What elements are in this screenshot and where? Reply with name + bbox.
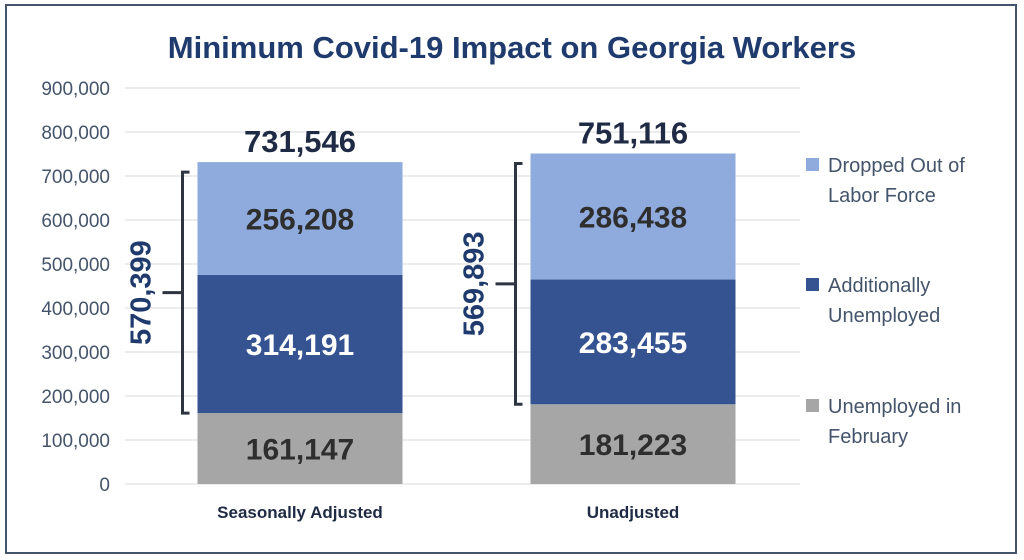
legend-swatch (806, 158, 819, 171)
y-tick-label: 200,000 (41, 387, 110, 408)
y-tick-label: 900,000 (41, 79, 110, 100)
legend-swatch (806, 399, 819, 412)
brace-label: 569,893 (459, 231, 491, 336)
legend-label: Unemployed in (828, 396, 961, 418)
legend-label: February (828, 426, 908, 448)
brace-label: 570,399 (126, 240, 158, 345)
legend: Dropped Out of Labor Force Additionally Une… (806, 155, 965, 448)
bar-segment (530, 404, 736, 484)
x-category-label: Seasonally Adjusted (217, 503, 383, 522)
y-axis: 0 100,000 200,000 300,000 400,000 500,000 600,… (41, 79, 110, 496)
y-tick-label: 600,000 (41, 211, 110, 232)
data-label: 181,223 (579, 429, 687, 462)
bars: 161,147 314,191 256,208 731,546 181,223 283,4… (197, 116, 736, 484)
braces: 570,399 569,893 (126, 162, 523, 415)
brace (495, 162, 523, 406)
legend-label: Dropped Out of (828, 155, 965, 177)
x-category-label: Unadjusted (587, 503, 680, 522)
total-label: 731,546 (244, 124, 356, 159)
data-label: 286,438 (579, 202, 687, 235)
y-tick-label: 100,000 (41, 431, 110, 452)
bar-segment (197, 413, 403, 484)
x-axis: Seasonally Adjusted Unadjusted (217, 503, 679, 522)
bar-segment (530, 279, 736, 405)
bar-segment (197, 162, 403, 275)
y-tick-label: 700,000 (41, 167, 110, 188)
data-label: 314,191 (246, 329, 354, 362)
bar-segment (530, 153, 736, 280)
y-tick-label: 800,000 (41, 123, 110, 144)
chart-frame (5, 4, 1017, 554)
y-tick-label: 500,000 (41, 255, 110, 276)
data-label: 283,455 (579, 327, 687, 360)
brace (162, 170, 190, 415)
total-label: 751,116 (578, 116, 688, 151)
data-label: 161,147 (246, 434, 354, 467)
y-tick-label: 400,000 (41, 299, 110, 320)
legend-swatch (806, 278, 819, 291)
legend-label: Unemployed (828, 305, 940, 327)
legend-label: Labor Force (828, 185, 936, 207)
chart-title: Minimum Covid-19 Impact on Georgia Worke… (168, 30, 856, 65)
data-label: 256,208 (246, 203, 354, 236)
y-tick-label: 300,000 (41, 343, 110, 364)
bar-segment (197, 274, 403, 414)
legend-label: Additionally (828, 275, 930, 297)
y-tick-label: 0 (99, 475, 110, 496)
